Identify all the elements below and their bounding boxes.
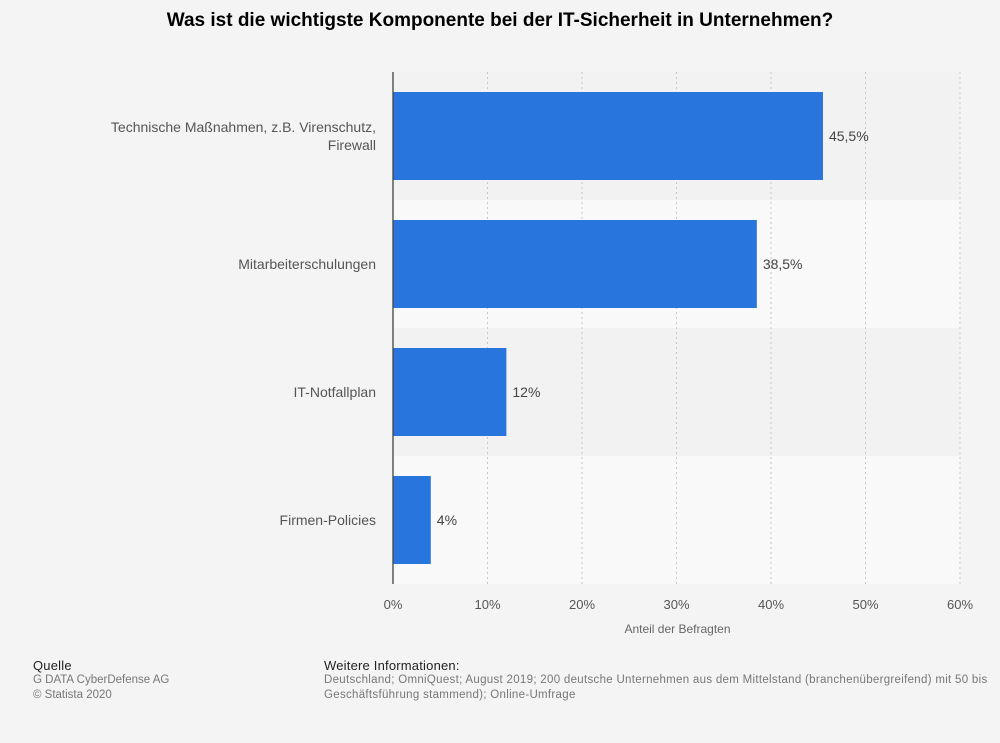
value-label: 12% [512, 384, 540, 400]
bar [393, 476, 431, 564]
info-block: Weitere Informationen: Deutschland; Omni… [324, 658, 1000, 703]
info-line: Deutschland; OmniQuest; August 2019; 200… [324, 674, 988, 686]
chart-title: Was ist die wichtigste Komponente bei de… [166, 10, 834, 31]
source-block: Quelle G DATA CyberDefense AG © Statista… [33, 658, 169, 703]
source-line: G DATA CyberDefense AG [33, 674, 170, 686]
info-heading: Weitere Informationen: [324, 658, 460, 673]
x-tick-label: 60% [947, 597, 973, 612]
value-label: 45,5% [829, 128, 869, 144]
value-label: 4% [437, 512, 457, 528]
source-line: © Statista 2020 [33, 689, 112, 701]
info-line: Geschäftsführung stammend); Online-Umfra… [324, 689, 576, 701]
x-axis-title: Anteil der Befragten [624, 622, 730, 636]
category-label: Technische Maßnahmen, z.B. Virenschutz, [111, 119, 376, 135]
category-label: IT-Notfallplan [294, 384, 376, 400]
x-tick-label: 0% [384, 597, 403, 612]
row-band [393, 456, 960, 584]
source-heading: Quelle [33, 658, 72, 673]
category-label: Firewall [328, 137, 376, 153]
bar [393, 348, 507, 436]
x-tick-label: 50% [852, 597, 878, 612]
category-label: Mitarbeiterschulungen [238, 256, 376, 272]
bars [393, 92, 823, 564]
labels: 0% 10% 20% 30% 40% 50% 60% Anteil der Befragten… [111, 119, 974, 636]
value-label: 38,5% [763, 256, 803, 272]
bar [393, 92, 823, 180]
bar-chart: 0% 10% 20% 30% 40% 50% 60% Anteil der Befragten… [111, 72, 974, 636]
category-label: Firmen-Policies [280, 512, 376, 528]
x-tick-label: 20% [569, 597, 595, 612]
x-tick-label: 10% [474, 597, 500, 612]
bar [393, 220, 757, 308]
x-tick-label: 30% [663, 597, 689, 612]
x-tick-label: 40% [758, 597, 784, 612]
